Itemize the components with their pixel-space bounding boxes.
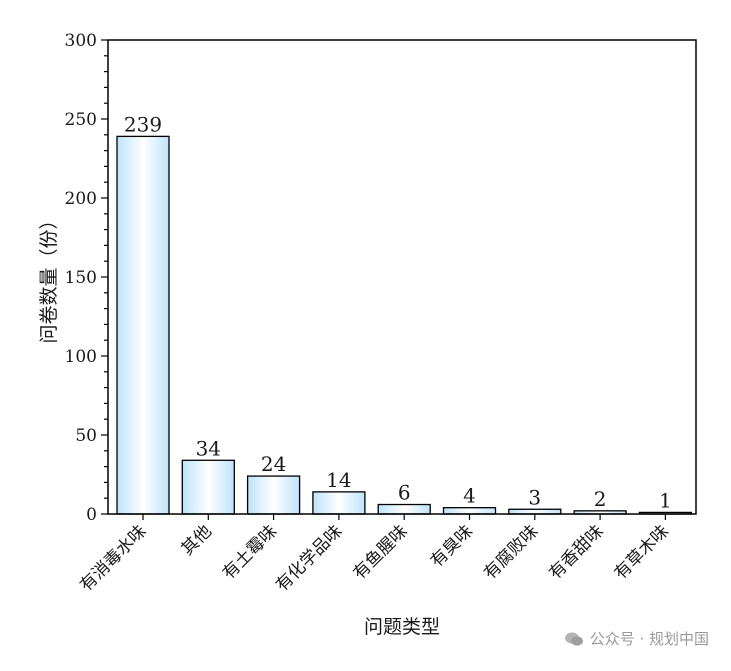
- y-axis: 0 50 100 150 200 250 300: [65, 31, 108, 525]
- bar-value-label: 3: [528, 485, 541, 509]
- bar-value-label: 14: [326, 468, 351, 492]
- bar-value-label: 6: [398, 481, 411, 505]
- bar-value-label: 1: [659, 488, 672, 512]
- bar-value-label: 24: [261, 452, 286, 476]
- wechat-icon: [564, 632, 583, 646]
- x-tick-label: 有草木味: [611, 521, 673, 583]
- watermark-text: 公众号 · 规划中国: [589, 630, 709, 648]
- x-tick-label: 有臭味: [427, 521, 477, 571]
- plot-frame: [107, 39, 697, 515]
- x-tick-label: 其他: [178, 521, 216, 559]
- y-tick-label: 200: [65, 189, 97, 209]
- bar: [377, 503, 431, 515]
- x-tick-label: 有消毒水味: [76, 521, 150, 595]
- bar-value-label: 239: [124, 112, 162, 136]
- bar-value-label: 34: [196, 436, 221, 460]
- bar: [181, 459, 235, 515]
- y-tick-label: 250: [65, 110, 97, 130]
- x-tick-label: 有腐败味: [480, 521, 542, 583]
- bar: [116, 135, 170, 515]
- x-tick-label: 有香甜味: [545, 521, 607, 583]
- y-tick-label: 300: [65, 31, 97, 51]
- y-tick-label: 150: [65, 268, 97, 288]
- x-axis-label: 问题类型: [364, 616, 440, 638]
- y-axis-label: 问卷数量（份）: [38, 210, 60, 343]
- bar: [312, 491, 366, 515]
- bar-value-label: 2: [594, 487, 607, 511]
- x-tick-label: 有鱼腥味: [350, 521, 412, 583]
- y-tick-label: 50: [75, 426, 97, 446]
- bar: [246, 475, 301, 515]
- bar: [442, 507, 497, 515]
- watermark: 公众号 · 规划中国: [564, 628, 709, 649]
- bar-value-label: 4: [463, 484, 476, 508]
- y-tick-label: 0: [86, 505, 97, 525]
- x-tick-label: 有土霉味: [219, 521, 281, 583]
- x-tick-label: 有化学品味: [272, 521, 346, 595]
- y-tick-label: 100: [65, 347, 97, 367]
- bars-group: 239 34 24 14 6 4 3 2 1: [116, 112, 693, 515]
